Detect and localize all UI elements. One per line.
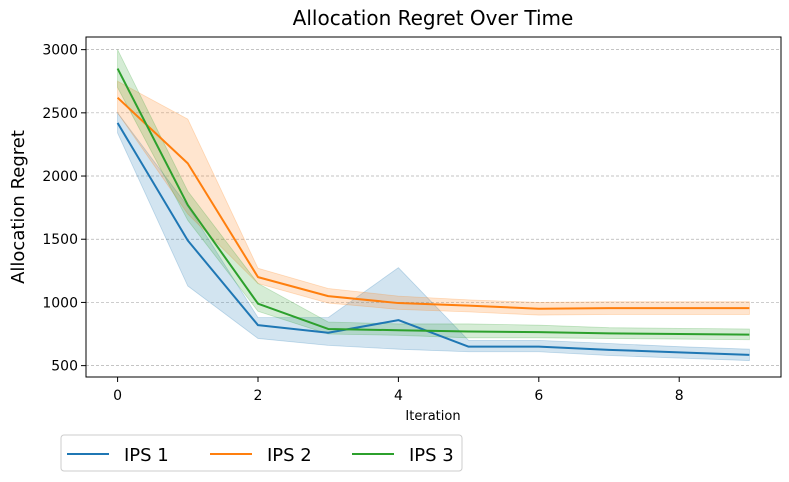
chart-title: Allocation Regret Over Time xyxy=(293,6,574,30)
x-axis-ticks: 0 2 4 6 8 xyxy=(113,377,684,404)
band-ips-3 xyxy=(117,49,750,341)
y-tick-label: 2000 xyxy=(42,169,78,185)
x-axis-label: Iteration xyxy=(405,409,460,424)
y-axis-label: Allocation Regret xyxy=(8,130,29,284)
y-tick-label: 2500 xyxy=(42,106,78,122)
series-line-ips-2 xyxy=(116,96,750,310)
y-tick-label: 3000 xyxy=(42,43,78,59)
legend-label: IPS 3 xyxy=(409,445,454,466)
plot-frame xyxy=(85,36,782,378)
legend-box xyxy=(60,434,463,472)
series-line-ips-1 xyxy=(116,122,750,356)
x-tick-label: 6 xyxy=(534,388,543,404)
band-ips-2 xyxy=(117,80,750,316)
legend-label: IPS 1 xyxy=(124,445,169,466)
y-axis-ticks: 500 1000 1500 2000 2500 3000 xyxy=(42,43,86,375)
grid-lines xyxy=(86,49,781,366)
series-lines xyxy=(116,68,750,356)
y-tick-label: 1500 xyxy=(42,232,78,248)
series-line-ips-3 xyxy=(116,68,750,336)
y-tick-label: 500 xyxy=(51,359,78,375)
confidence-bands xyxy=(117,49,750,361)
legend-label: IPS 2 xyxy=(267,445,312,466)
x-tick-label: 2 xyxy=(254,388,263,404)
y-tick-label: 1000 xyxy=(42,295,78,311)
x-tick-label: 8 xyxy=(675,388,684,404)
x-tick-label: 4 xyxy=(394,388,403,404)
band-ips-1 xyxy=(117,111,750,361)
legend: IPS 1 IPS 2 IPS 3 xyxy=(60,434,463,472)
x-tick-label: 0 xyxy=(113,388,122,404)
